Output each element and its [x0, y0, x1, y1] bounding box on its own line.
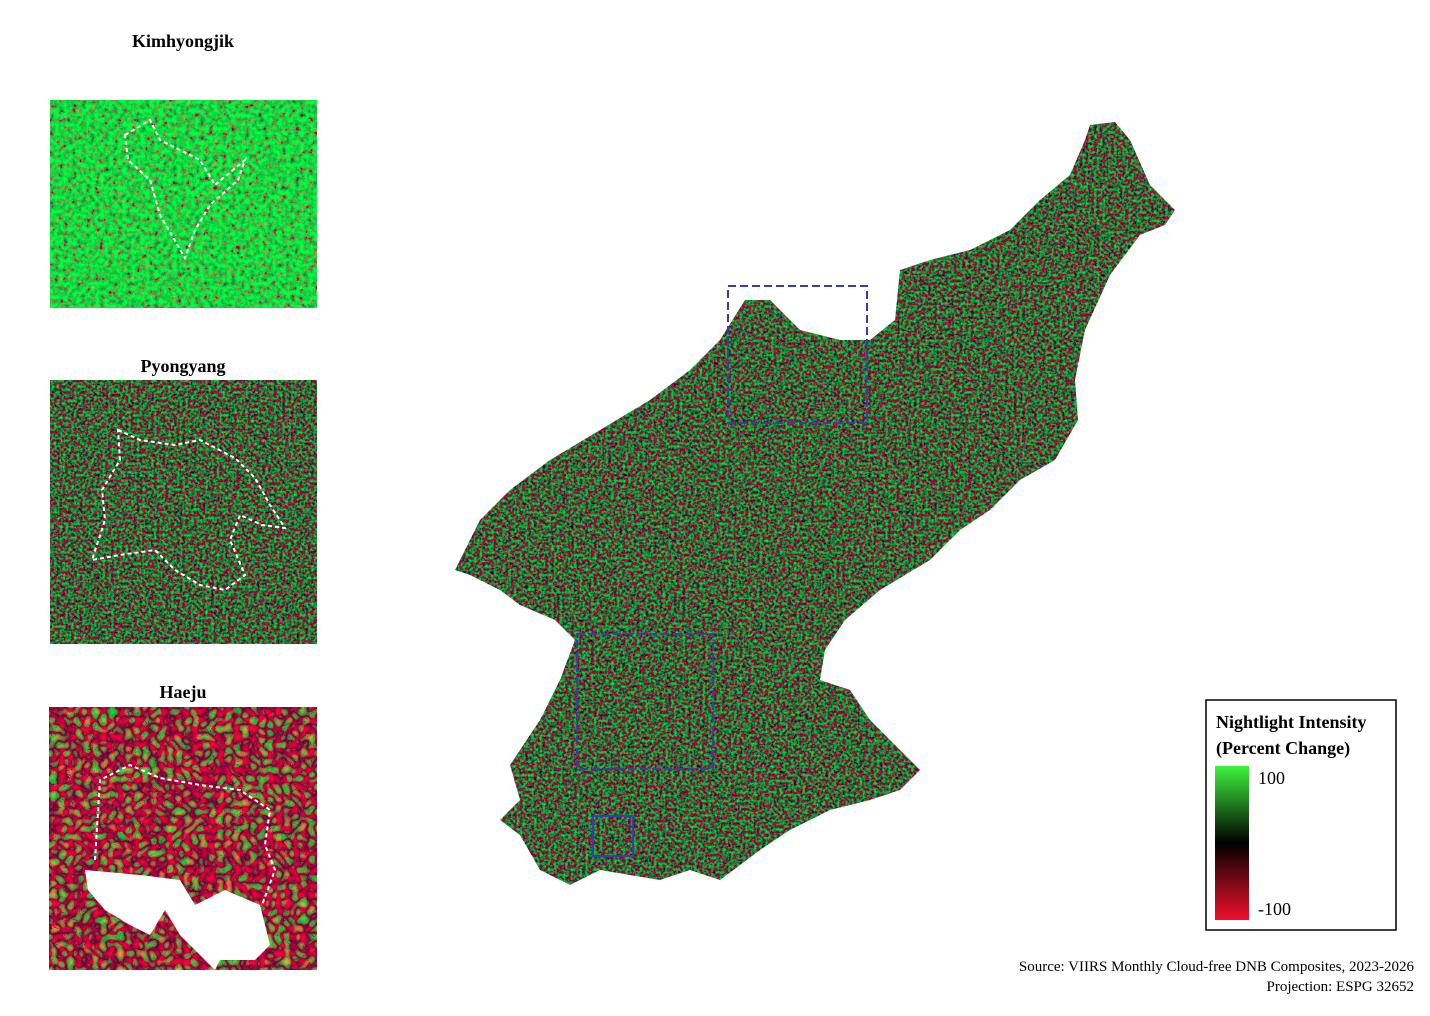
inset-title: Kimhyongjik: [132, 31, 234, 51]
legend-max-label: 100: [1258, 768, 1285, 788]
inset-extent: [576, 633, 714, 770]
legend-min-label: -100: [1258, 899, 1291, 919]
inset-extent: [727, 285, 868, 424]
city-boundary: [90, 428, 288, 592]
legend-title: Nightlight Intensity: [1216, 712, 1367, 732]
water-area: [85, 870, 270, 970]
inset-image: [50, 380, 317, 644]
inset-image: [50, 100, 317, 308]
city-boundary: [123, 118, 248, 261]
inset-title: Pyongyang: [140, 356, 225, 376]
source-note: Source: VIIRS Monthly Cloud-free DNB Com…: [1019, 959, 1415, 975]
inset-extent: [592, 815, 634, 857]
legend-title: (Percent Change): [1216, 738, 1350, 759]
color-ramp: [1215, 766, 1249, 920]
country-raster: [455, 122, 1175, 885]
inset-title: Haeju: [160, 682, 207, 702]
projection-note: Projection: ESPG 32652: [1266, 979, 1414, 995]
